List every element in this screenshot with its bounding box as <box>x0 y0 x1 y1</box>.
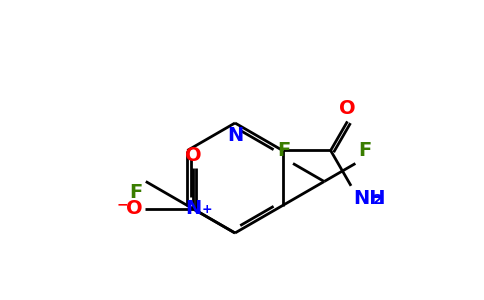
Text: O: O <box>185 146 202 165</box>
Text: F: F <box>130 184 143 202</box>
Text: N: N <box>185 200 201 218</box>
Text: 2: 2 <box>373 193 383 207</box>
Text: O: O <box>126 200 142 218</box>
Text: N: N <box>227 126 243 145</box>
Text: F: F <box>358 142 372 160</box>
Text: −: − <box>117 197 128 211</box>
Text: NH: NH <box>353 189 386 208</box>
Text: F: F <box>277 142 290 160</box>
Text: +: + <box>201 203 212 216</box>
Text: O: O <box>339 99 356 119</box>
